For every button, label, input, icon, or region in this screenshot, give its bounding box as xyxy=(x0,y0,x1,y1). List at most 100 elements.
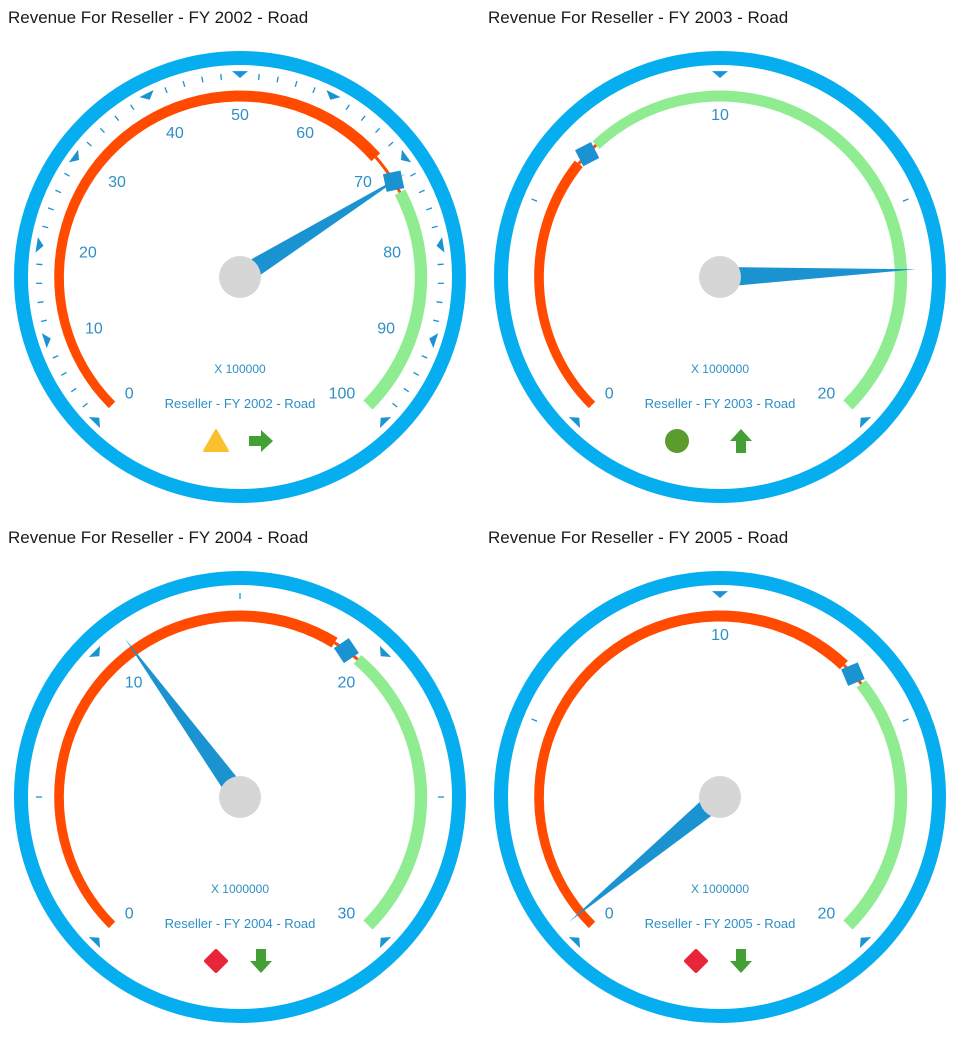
major-tick-marker xyxy=(89,417,100,428)
minor-tick xyxy=(87,142,92,146)
minor-tick xyxy=(221,74,222,80)
minor-tick xyxy=(55,190,60,193)
minor-tick xyxy=(48,208,54,210)
multiplier-label: X 1000000 xyxy=(691,882,749,896)
major-tick-marker xyxy=(401,150,411,163)
gauge-name-label: Reseller - FY 2002 - Road xyxy=(165,396,316,411)
bad-range-band xyxy=(54,91,380,409)
needle-hub xyxy=(219,256,261,298)
tick-label: 70 xyxy=(354,174,372,191)
multiplier-label: X 1000000 xyxy=(691,362,749,376)
tick-label: 60 xyxy=(296,125,314,142)
minor-tick xyxy=(41,320,47,321)
minor-tick xyxy=(42,226,48,227)
major-tick-marker xyxy=(569,417,580,428)
minor-tick xyxy=(410,173,415,176)
bad-range-band xyxy=(534,611,848,929)
good-range-band xyxy=(593,91,908,410)
arrow-up-icon xyxy=(730,429,752,453)
needle-hub xyxy=(219,776,261,818)
minor-tick xyxy=(61,372,66,375)
tick-label: 20 xyxy=(338,675,356,692)
good-range-band xyxy=(843,680,907,929)
tick-label: 0 xyxy=(605,905,614,922)
arrow-down-icon xyxy=(730,949,752,973)
minor-tick xyxy=(183,81,185,87)
arrow-down-icon xyxy=(250,949,272,973)
gauge-needle xyxy=(569,789,726,922)
minor-tick xyxy=(422,356,428,358)
minor-tick xyxy=(393,403,398,407)
gauge-needle xyxy=(720,267,916,287)
gauge-name-label: Reseller - FY 2003 - Road xyxy=(645,396,796,411)
minor-tick xyxy=(115,116,119,121)
tick-label: 50 xyxy=(231,107,249,124)
major-tick-marker xyxy=(35,237,43,253)
major-tick-marker xyxy=(712,591,728,598)
tick-label: 30 xyxy=(338,905,356,922)
minor-tick xyxy=(376,128,380,132)
minor-tick xyxy=(295,81,297,87)
tick-label: 10 xyxy=(711,107,729,124)
minor-tick xyxy=(131,105,134,110)
green-circle-icon xyxy=(665,429,689,453)
minor-tick xyxy=(903,199,909,201)
tick-label: 80 xyxy=(383,245,401,262)
major-tick-marker xyxy=(429,333,438,348)
minor-tick xyxy=(346,105,349,110)
minor-tick xyxy=(404,388,409,391)
minor-tick xyxy=(903,719,909,721)
needle-hub xyxy=(699,776,741,818)
minor-tick xyxy=(532,719,538,721)
major-tick-marker xyxy=(326,90,340,100)
minor-tick xyxy=(313,87,315,93)
major-tick-marker xyxy=(380,417,391,428)
minor-tick xyxy=(277,77,278,83)
minor-tick xyxy=(432,226,438,227)
minor-tick xyxy=(38,302,44,303)
tick-label: 40 xyxy=(166,125,184,142)
bad-range-band xyxy=(54,611,337,929)
tick-label: 10 xyxy=(85,320,103,337)
minor-tick xyxy=(436,302,442,303)
gauge-2005: 0 10 20 X 1000000 Reseller - FY 2005 - Road xyxy=(480,520,950,1040)
major-tick-marker xyxy=(860,937,871,948)
red-diamond-icon xyxy=(683,948,708,973)
major-tick-marker xyxy=(89,646,100,657)
major-tick-marker xyxy=(380,646,391,657)
red-diamond-icon xyxy=(203,948,228,973)
major-tick-marker xyxy=(69,150,79,163)
tick-label: 0 xyxy=(125,385,134,402)
tick-label: 20 xyxy=(818,385,836,402)
minor-tick xyxy=(426,208,432,210)
multiplier-label: X 1000000 xyxy=(211,882,269,896)
tick-label: 10 xyxy=(711,627,729,644)
needle-hub xyxy=(699,256,741,298)
major-tick-marker xyxy=(569,937,580,948)
major-tick-marker xyxy=(42,333,51,348)
minor-tick xyxy=(53,356,59,358)
minor-tick xyxy=(100,128,104,132)
minor-tick xyxy=(361,116,365,121)
tick-label: 10 xyxy=(125,675,143,692)
major-tick-marker xyxy=(437,237,445,253)
minor-tick xyxy=(202,77,203,83)
gauge-name-label: Reseller - FY 2005 - Road xyxy=(645,916,796,931)
tick-label: 20 xyxy=(818,905,836,922)
minor-tick xyxy=(414,372,419,375)
multiplier-label: X 100000 xyxy=(214,362,266,376)
minor-tick xyxy=(433,320,439,321)
good-range-band xyxy=(363,190,427,410)
major-tick-marker xyxy=(140,90,154,100)
gauge-name-label: Reseller - FY 2004 - Road xyxy=(165,916,316,931)
tick-label: 20 xyxy=(79,245,97,262)
target-marker xyxy=(334,638,359,663)
minor-tick xyxy=(83,403,88,407)
warning-triangle-icon xyxy=(204,430,228,451)
